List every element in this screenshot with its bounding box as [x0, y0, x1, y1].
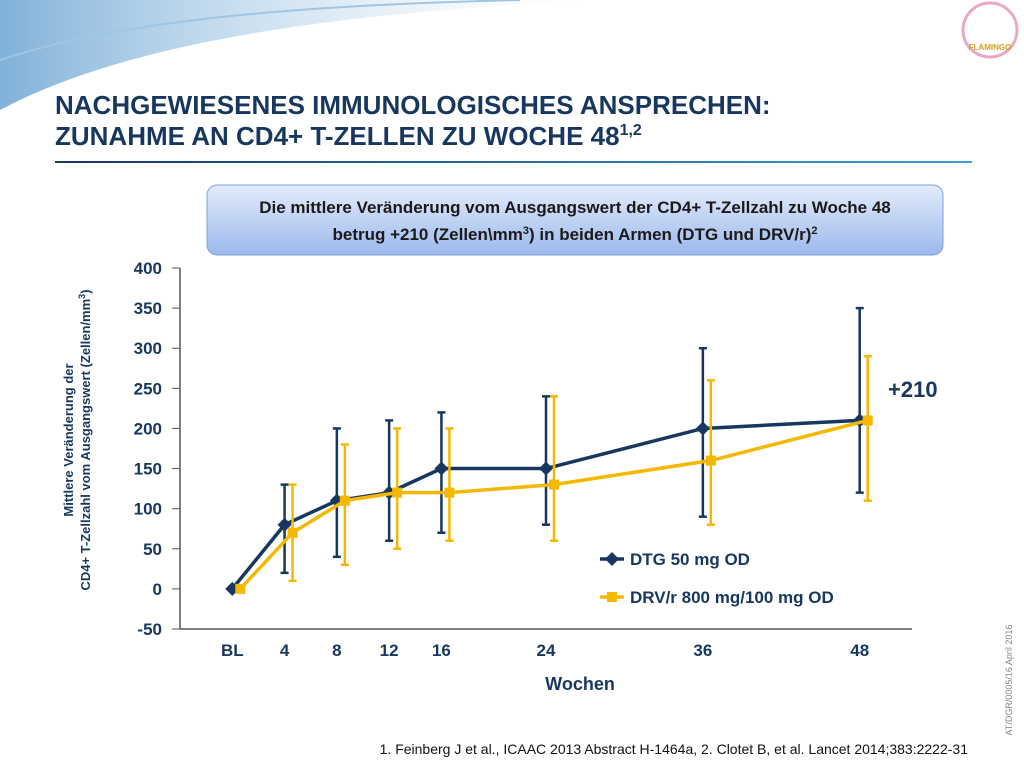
callout-part: ) in beiden Armen (DTG und DRV/r)	[529, 225, 811, 244]
x-tick-label: BL	[221, 641, 244, 660]
point	[339, 495, 350, 506]
x-tick-label: 4	[280, 641, 290, 660]
y-tick-label: 200	[134, 419, 162, 438]
y-label-part: CD4+ T-Zellzahl vom Ausgangswert (Zellen…	[78, 299, 93, 591]
y-tick-label: 400	[134, 259, 162, 278]
y-label-part: )	[78, 289, 93, 293]
logo-text: FLAMINGO	[969, 43, 1012, 52]
callout-sup: 3	[523, 225, 529, 237]
point	[539, 461, 553, 476]
legend-marker	[605, 552, 619, 566]
y-tick-label: 0	[153, 580, 162, 599]
legend-label: DTG 50 mg OD	[630, 550, 750, 569]
callout-part: betrug +210 (Zellen\mm	[332, 225, 522, 244]
y-tick-label: 250	[134, 379, 162, 398]
x-tick-label: 12	[380, 641, 399, 660]
y-axis-label: CD4+ T-Zellzahl vom Ausgangswert (Zellen…	[77, 289, 93, 590]
point	[444, 487, 455, 498]
point	[392, 487, 403, 498]
x-tick-label: 48	[850, 641, 869, 660]
y-tick-label: 100	[134, 500, 162, 519]
point	[287, 527, 298, 538]
callout-text: betrug +210 (Zellen\mm3) in beiden Armen…	[332, 225, 817, 244]
x-axis-label: Wochen	[545, 674, 615, 694]
callout-sup: 2	[811, 225, 817, 237]
decor-line	[0, 0, 521, 61]
title-rule	[55, 161, 972, 163]
point	[434, 461, 449, 476]
title-text: ZUNAHME AN CD4+ T-ZELLEN ZU WOCHE 48	[55, 121, 620, 151]
y-tick-label: -50	[137, 620, 162, 639]
x-tick-label: 16	[432, 641, 451, 660]
y-tick-label: 50	[143, 540, 162, 559]
series-line	[239, 418, 869, 591]
y-tick-label: 300	[134, 339, 162, 358]
y-tick-label: 150	[134, 460, 162, 479]
title: NACHGEWIESENES IMMUNOLOGISCHES ANSPRECHE…	[55, 90, 771, 120]
reference: 1. Feinberg J et al., ICAAC 2013 Abstrac…	[380, 741, 969, 757]
annotation: +210	[888, 377, 938, 402]
y-label-sup: 3	[77, 294, 87, 299]
point	[695, 421, 710, 436]
point	[862, 415, 873, 426]
callout-text: Die mittlere Veränderung vom Ausgangswer…	[259, 198, 891, 217]
point	[549, 479, 559, 490]
title-sup: 1,2	[620, 122, 642, 139]
point	[235, 583, 246, 594]
x-tick-label: 36	[693, 641, 712, 660]
x-tick-label: 24	[537, 641, 556, 660]
point	[705, 455, 716, 466]
legend-marker	[607, 592, 617, 602]
legend-label: DRV/r 800 mg/100 mg OD	[630, 588, 834, 607]
title: ZUNAHME AN CD4+ T-ZELLEN ZU WOCHE 481,2	[55, 121, 642, 151]
decor-swoosh	[0, 0, 600, 110]
y-tick-label: 350	[134, 299, 162, 318]
callout-box	[206, 184, 944, 256]
x-tick-label: 8	[332, 641, 341, 660]
y-axis-label: Mittlere Veränderung der	[61, 363, 76, 516]
logo	[961, 1, 1019, 59]
side-code: AT/DGR/0005/16 April 2016	[1004, 625, 1014, 736]
